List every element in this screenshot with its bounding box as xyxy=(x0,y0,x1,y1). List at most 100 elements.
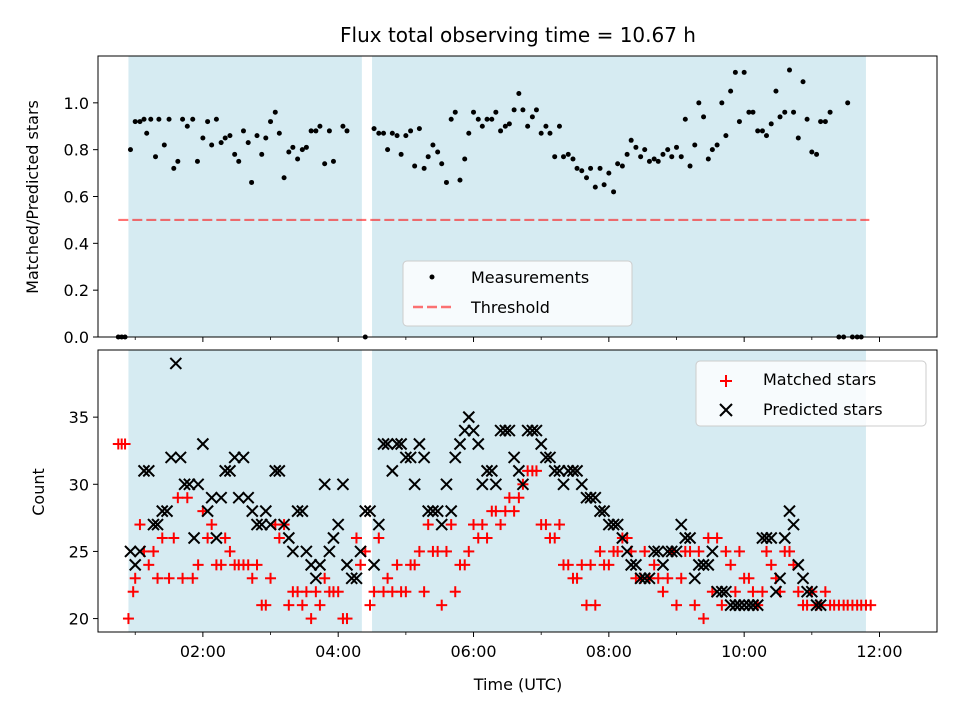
top-ylabel: Matched/Predicted stars xyxy=(23,100,42,294)
measurement-point xyxy=(303,144,309,150)
predicted-star-point xyxy=(286,545,300,558)
predicted-star-point xyxy=(534,437,548,451)
predicted-star-point xyxy=(228,451,241,464)
measurement-point xyxy=(624,151,630,157)
measurement-point xyxy=(389,130,395,136)
matched-star-point xyxy=(585,559,597,571)
measurement-point xyxy=(633,144,639,150)
matched-star-point xyxy=(495,519,507,531)
predicted-star-point xyxy=(553,464,566,478)
measurement-point xyxy=(611,189,617,195)
predicted-star-point xyxy=(390,437,404,451)
predicted-star-point xyxy=(773,572,787,585)
predicted-star-point xyxy=(408,478,421,491)
predicted-star-point xyxy=(300,545,313,558)
predicted-star-point xyxy=(133,545,147,558)
predicted-star-point xyxy=(580,491,593,504)
matched-star-point xyxy=(760,545,772,557)
measurement-point xyxy=(538,130,544,136)
x-tick-label: 08:00 xyxy=(586,642,632,661)
predicted-star-point xyxy=(697,558,710,572)
matched-star-point xyxy=(368,586,380,598)
predicted-star-point xyxy=(458,424,471,437)
matched-star-point xyxy=(503,492,515,504)
bottom-panel: 20 25 30 35 02:00 04:00 06:00 08:00 10:00 12:00 C… xyxy=(29,349,938,694)
predicted-star-point xyxy=(616,531,629,545)
measurement-point xyxy=(493,109,499,115)
predicted-star-point xyxy=(350,572,363,585)
measurement-point xyxy=(425,154,431,160)
measurement-point xyxy=(144,130,150,136)
matched-star-point xyxy=(603,559,615,571)
matched-star-point xyxy=(172,492,184,504)
measurement-point xyxy=(818,119,824,125)
predicted-star-point xyxy=(638,572,651,585)
measurement-point xyxy=(646,158,652,164)
matched-star-point xyxy=(296,599,308,611)
matched-star-point xyxy=(801,599,813,611)
y-tick-label: 1.0 xyxy=(64,94,89,113)
bottom-legend-box xyxy=(695,360,927,427)
measurement-point xyxy=(719,100,725,106)
matched-star-point xyxy=(341,613,353,625)
measurement-point xyxy=(245,140,251,146)
legend-threshold-label: Threshold xyxy=(470,298,550,317)
matched-star-point xyxy=(756,586,768,598)
matched-star-point xyxy=(711,532,723,544)
predicted-star-point xyxy=(516,478,530,491)
matched-star-point xyxy=(152,572,164,584)
bottom-legend: Matched stars Predicted stars xyxy=(695,360,927,427)
predicted-star-point xyxy=(634,572,647,585)
predicted-star-point xyxy=(304,558,318,572)
predicted-star-point xyxy=(340,558,354,572)
measurement-point xyxy=(651,156,657,162)
predicted-star-point xyxy=(760,531,773,545)
matched-star-point xyxy=(540,519,552,531)
predicted-star-point xyxy=(688,572,701,585)
measurement-point xyxy=(200,135,206,141)
bottom-shaded-intervals xyxy=(128,350,866,632)
y-tick-label: 25 xyxy=(69,542,89,561)
matched-star-point xyxy=(792,586,804,598)
measurement-point xyxy=(736,119,742,125)
measurement-point xyxy=(516,90,522,96)
predicted-star-point xyxy=(670,545,683,558)
measurement-point xyxy=(809,149,815,155)
matched-star-point xyxy=(305,613,317,625)
predicted-star-point xyxy=(394,437,408,451)
y-tick-label: 0.4 xyxy=(64,234,89,253)
matched-star-point xyxy=(409,559,421,571)
matched-star-point xyxy=(743,572,755,584)
measurement-point xyxy=(190,116,196,122)
matched-star-point xyxy=(314,599,326,611)
measurement-point xyxy=(579,168,585,174)
matched-star-point xyxy=(698,613,710,625)
predicted-star-point xyxy=(692,558,706,572)
measurement-point xyxy=(768,121,774,127)
predicted-star-point xyxy=(548,464,561,478)
predicted-star-point xyxy=(543,451,557,464)
measurement-point xyxy=(286,149,292,155)
predicted-star-point xyxy=(381,437,394,451)
measurement-point xyxy=(529,114,535,120)
matched-star-point xyxy=(463,545,475,557)
predicted-star-point xyxy=(246,504,259,518)
measurement-point xyxy=(268,119,274,125)
predicted-star-point xyxy=(323,545,336,558)
predicted-star-point xyxy=(679,531,692,545)
measurement-point xyxy=(728,88,734,94)
matched-star-point xyxy=(260,599,272,611)
measurement-point xyxy=(313,128,319,134)
matched-star-point xyxy=(648,559,660,571)
bottom-ylabel: Count xyxy=(29,468,48,516)
predicted-star-point xyxy=(480,464,494,478)
measurement-point xyxy=(127,147,133,153)
measurement-point xyxy=(439,161,445,167)
predicted-star-point xyxy=(796,572,810,585)
measurement-point xyxy=(240,128,246,134)
measurement-point xyxy=(533,107,539,113)
predicted-star-point xyxy=(737,598,751,612)
predicted-star-point xyxy=(742,598,756,612)
predicted-star-point xyxy=(291,504,304,518)
measurement-point xyxy=(678,154,684,160)
